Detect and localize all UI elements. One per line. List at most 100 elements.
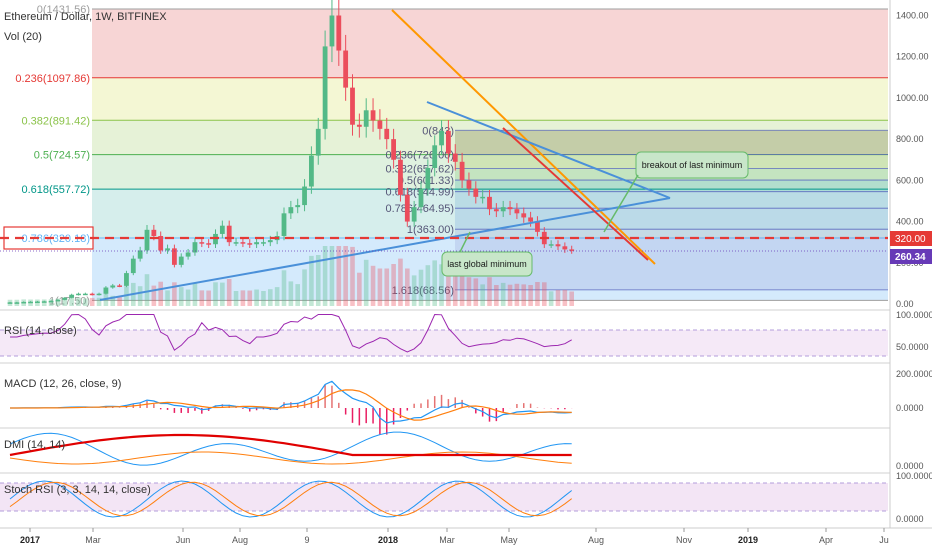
candle-body xyxy=(370,110,376,121)
candle-body xyxy=(7,302,13,304)
candle-body xyxy=(315,128,321,156)
volume-bar xyxy=(288,281,294,306)
volume-bar xyxy=(480,284,485,306)
candle-body xyxy=(356,124,362,127)
volume-bar xyxy=(315,255,321,306)
volume-bar xyxy=(165,290,170,306)
stoch-tick-label: 0.0000 xyxy=(896,514,924,524)
volume-bar xyxy=(83,298,88,306)
volume-bar xyxy=(254,289,259,306)
volume-bar xyxy=(562,289,568,306)
volume-bar xyxy=(158,281,163,306)
macd-title: MACD (12, 26, close, 9) xyxy=(4,378,121,390)
time-tick-label: Nov xyxy=(676,535,693,545)
candle-body xyxy=(199,242,205,244)
candle-body xyxy=(240,242,246,244)
volume-bar xyxy=(411,275,417,306)
indicator-layer xyxy=(0,313,888,518)
candle-body xyxy=(28,301,33,304)
candle-body xyxy=(192,242,198,253)
volume-bar xyxy=(89,297,95,306)
volume-bar xyxy=(350,246,355,306)
fib-zone xyxy=(92,77,888,121)
time-tick-label: Ju xyxy=(879,535,889,545)
candle-body xyxy=(219,225,225,234)
fib-level-label: 0(1431.56) xyxy=(37,4,90,16)
candle-body xyxy=(521,213,527,218)
price-badge-level xyxy=(890,231,932,246)
candle-body xyxy=(41,301,47,303)
price-tick-label: 400.00 xyxy=(896,217,924,227)
candle-body xyxy=(233,242,239,244)
volume-bar xyxy=(569,291,574,306)
candle-body xyxy=(404,194,410,222)
time-tick-label: Jun xyxy=(176,535,191,545)
volume-bar xyxy=(459,268,465,306)
stoch-tick-label: 100.0000 xyxy=(896,471,932,481)
time-tick-label: Aug xyxy=(232,535,248,545)
candle-body xyxy=(254,242,259,245)
volume-bar xyxy=(192,283,198,306)
rsi-tick-label: 100.0000 xyxy=(896,310,932,320)
fib2-level-label: 1.618(68.56) xyxy=(392,285,454,297)
candle-body xyxy=(247,243,253,245)
candle-body xyxy=(487,196,492,210)
candle-body xyxy=(480,196,486,199)
volume-bar xyxy=(261,291,266,306)
volume-bar xyxy=(322,246,328,306)
volume-bar xyxy=(309,255,314,306)
rsi-tick-label: 50.0000 xyxy=(896,342,929,352)
candle-body xyxy=(343,50,349,88)
rsi-title: RSI (14, close) xyxy=(4,325,77,337)
axis-layer: 1400.00 1200.00 1000.00 800.00 600.00 400.00 2… xyxy=(20,11,932,545)
candles-layer xyxy=(7,0,575,304)
price-tick-label: 1200.00 xyxy=(896,52,929,62)
fib2-level-label: 1(363.00) xyxy=(407,224,454,236)
price-badge-level-text: 320.00 xyxy=(895,234,926,245)
volume-bar xyxy=(357,272,362,306)
time-tick-label: Mar xyxy=(85,535,101,545)
volume-bar xyxy=(452,273,458,306)
adx-line xyxy=(9,433,572,457)
candle-body xyxy=(439,130,444,146)
fib-level-label: 0.382(891.42) xyxy=(22,115,91,127)
volume-bar xyxy=(425,265,431,306)
candle-body xyxy=(96,293,102,296)
volume-bar xyxy=(384,268,390,306)
candle-body xyxy=(528,217,533,222)
dmi-tick-label: 0.0000 xyxy=(896,461,924,471)
candle-body xyxy=(329,15,335,47)
candle-body xyxy=(144,229,150,251)
annotation-layer[interactable]: breakout of last minimum last global mini… xyxy=(441,151,749,277)
candle-body xyxy=(548,244,554,246)
volume-bar xyxy=(528,285,533,306)
trendline-layer[interactable] xyxy=(0,9,888,301)
candle-body xyxy=(507,207,513,210)
volume-bar xyxy=(535,282,540,306)
fib2-level-label: 0.382(657.62) xyxy=(386,163,455,175)
candle-body xyxy=(288,207,294,214)
price-tick-label: 0.00 xyxy=(896,299,914,309)
candle-body xyxy=(432,145,438,168)
candle-body xyxy=(35,301,40,304)
volume-bar xyxy=(487,277,492,306)
volume-bar xyxy=(178,287,184,306)
macd-tick-label: 200.0000 xyxy=(896,369,932,379)
fib-level-label: 0.618(557.72) xyxy=(22,184,91,196)
volume-bar xyxy=(548,291,554,306)
candle-body xyxy=(562,246,568,250)
candle-body xyxy=(569,249,575,251)
volume-bar xyxy=(391,264,396,306)
candle-body xyxy=(350,87,355,125)
volume-bar xyxy=(377,268,383,306)
dmi-plus-line xyxy=(9,431,572,466)
candle-body xyxy=(130,258,136,274)
volume-bar xyxy=(500,282,506,306)
volume-bar xyxy=(199,290,205,306)
dmi-minus-line xyxy=(9,451,572,465)
volume-bar xyxy=(144,274,150,306)
breakout-callout-text: breakout of last minimum xyxy=(642,160,743,170)
volume-bar xyxy=(363,259,369,306)
candle-body xyxy=(103,287,109,294)
